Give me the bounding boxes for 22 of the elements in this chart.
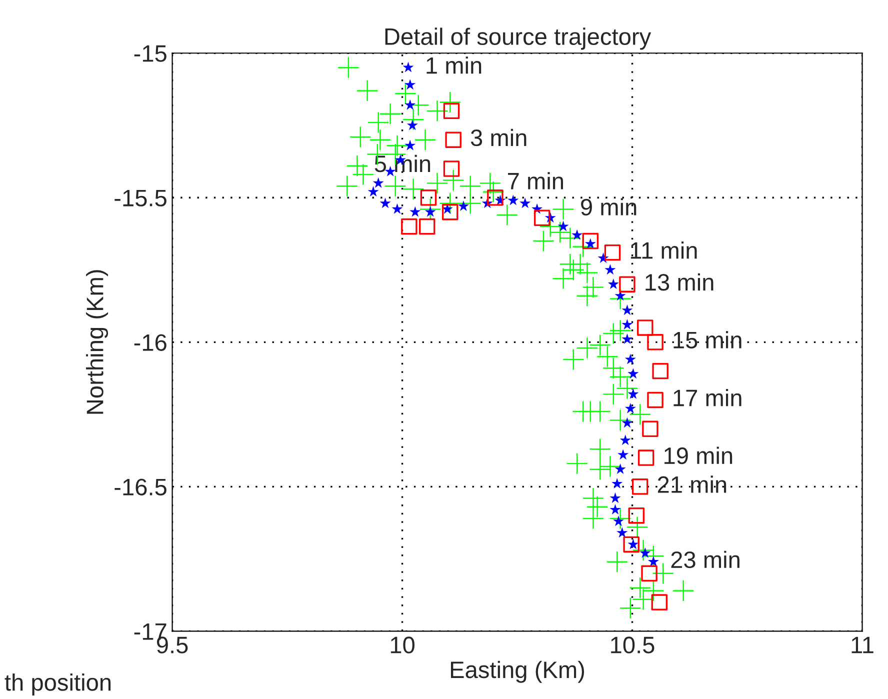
- y-tick-label: -16: [134, 334, 166, 351]
- annotation: 15 min: [674, 331, 742, 348]
- annotation: 13 min: [646, 273, 714, 291]
- annotation: 21 min: [658, 476, 726, 493]
- text: th position: [4, 673, 111, 696]
- y-tick-label: -15.5: [114, 190, 166, 206]
- annotation: 11 min: [630, 242, 697, 259]
- annotation: 19 min: [664, 446, 732, 464]
- annotation: 23 min: [671, 550, 740, 568]
- annotation: 7 min: [508, 172, 563, 190]
- x-tick-label: 10.5: [611, 636, 654, 654]
- annotation: 9 min: [581, 198, 636, 216]
- x-tick-label: 10: [390, 636, 414, 654]
- chart-title: Detail of source trajectory: [385, 28, 652, 50]
- annotation: 1 min: [426, 56, 482, 74]
- annotation: 3 min: [470, 128, 526, 146]
- y-axis-title: Northing (Km): [86, 270, 108, 414]
- y-tick-label: -15: [134, 45, 166, 62]
- y-tick-label: -16.5: [114, 478, 166, 496]
- x-axis-title: Easting (Km): [450, 660, 584, 683]
- annotation: 17 min: [674, 388, 742, 406]
- x-tick-label: 11: [852, 636, 874, 654]
